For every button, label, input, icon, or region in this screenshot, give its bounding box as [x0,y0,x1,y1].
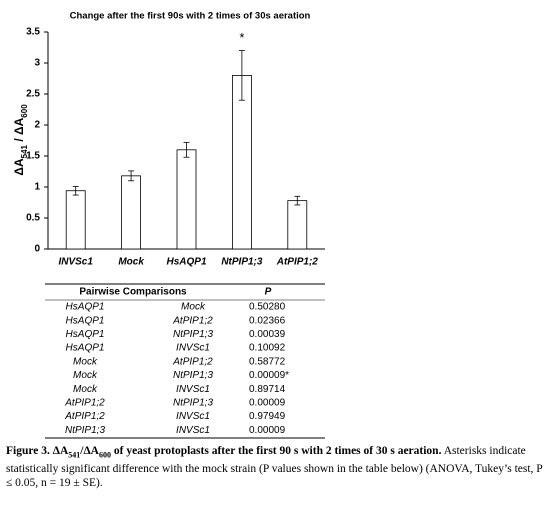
table-cell: Mock [73,384,98,395]
table-cell: INVSc1 [176,343,210,354]
x-tick-label: Mock [118,257,144,268]
caption-heading-part: /ΔA [80,445,99,457]
table-cell: HsAQP1 [66,302,105,313]
table-cell: Mock [73,356,98,367]
table-cell: 0.50280 [249,302,286,313]
y-label-part: ΔA [12,158,26,176]
caption-heading-part: 600 [98,450,111,460]
bar [231,75,252,250]
table-cell: HsAQP1 [66,329,105,340]
x-tick-label: AtPIP1;2 [276,257,319,268]
y-tick-label: 2 [34,120,40,131]
table-cell: INVSc1 [176,384,210,395]
table-header: P [265,287,272,298]
x-tick-label: HsAQP1 [166,257,206,268]
table-cell: AtPIP1;2 [172,356,213,367]
table-cell: HsAQP1 [66,315,105,326]
caption-label: Figure 3. [6,445,50,457]
table-cell: AtPIP1;2 [64,411,105,422]
table-cell: 0.00009 [249,425,286,436]
error-bar [238,50,245,101]
y-tick-label: 0 [34,244,40,255]
bar [65,190,86,250]
y-tick-label: 0.5 [26,213,40,224]
table-cell: NtPIP1;3 [65,425,105,436]
bar [121,175,141,250]
caption-heading-part: of yeast protoplasts after the first 90 … [110,445,442,457]
table-cell: 0.97949 [249,411,286,422]
y-tick-label: 2.5 [26,89,40,100]
y-label-part: 600 [20,104,29,118]
table-cell: INVSc1 [176,425,210,436]
error-bar [72,185,79,196]
table-cell: 0.89714 [249,384,286,395]
table-cell: Mock [181,302,206,313]
table-cell: NtPIP1;3 [173,370,213,381]
table-cell: NtPIP1;3 [173,329,213,340]
y-tick-label: 3.5 [26,27,40,38]
chart-title: Change after the first 90s with 2 times … [70,11,311,22]
error-bar [294,195,301,206]
table-cell: 0.00039 [249,329,286,340]
caption-heading-part: ΔA [52,445,69,457]
bar [287,200,308,250]
error-bar [128,170,135,182]
y-axis-label: ΔA541 / ΔA600 [12,104,28,176]
caption-text: Asterisks indicate statistically signifi… [6,445,543,490]
y-tick-label: 1 [34,182,40,193]
table-cell: AtPIP1;2 [64,398,105,409]
chart: Change after the first 90s with 2 times … [12,11,325,439]
x-tick-label: INVSc1 [58,257,93,268]
table-cell: 0.00009 [249,398,286,409]
table-cell: INVSc1 [176,411,210,422]
table-cell: 0.10092 [249,343,286,354]
y-tick-label: 3 [34,58,40,69]
table-cell: 0.02366 [249,315,286,326]
x-tick-label: NtPIP1;3 [221,257,263,268]
y-label-part: 541 [20,144,29,158]
caption-heading: ΔA541/ΔA600 of yeast protoplasts after t… [52,445,442,460]
table-cell: NtPIP1;3 [173,398,213,409]
error-bar [183,141,190,158]
table-cell: AtPIP1;2 [172,315,213,326]
table-cell: HsAQP1 [66,343,105,354]
table-cell: 0.58772 [249,356,286,367]
bar [176,149,197,250]
caption-heading-part: 541 [68,450,81,460]
y-tick-label: 1.5 [26,151,40,162]
y-label-part: / ΔA [12,117,26,145]
table-cell: Mock [73,370,98,381]
annotation: * [239,30,244,45]
table-cell: 0.00009* [249,370,289,381]
table-header: Pairwise Comparisons [79,287,187,298]
caption: Figure 3. ΔA541/ΔA600 of yeast protoplas… [6,444,550,490]
